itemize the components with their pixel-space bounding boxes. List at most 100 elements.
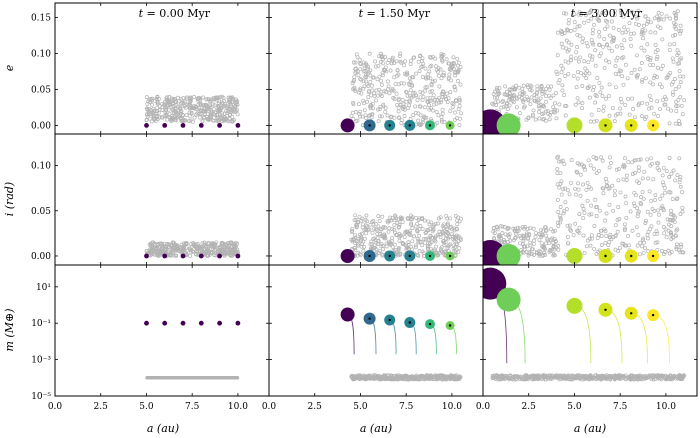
embryo-point	[496, 244, 521, 265]
planetesimal-point	[513, 235, 518, 240]
planetesimal-point	[582, 20, 587, 25]
planetesimal-point	[645, 101, 650, 106]
planetesimal-point	[454, 233, 459, 238]
planetesimal-point	[587, 377, 592, 381]
planetesimal-point	[440, 58, 445, 63]
x-tick-label: 0.0	[48, 402, 63, 412]
planetesimal-point	[533, 230, 538, 235]
planetesimal-point	[621, 14, 626, 19]
planetesimal-point	[597, 208, 602, 213]
planetesimal-point	[590, 31, 595, 36]
planetesimal-point	[618, 245, 622, 250]
planetesimal-point	[649, 156, 653, 161]
planetesimal-point	[653, 30, 658, 35]
planetesimal-point	[392, 230, 397, 235]
planetesimal-point	[422, 115, 427, 120]
x-tick-label: 2.5	[94, 402, 109, 412]
planetesimal-point	[444, 97, 449, 102]
planetesimal-point	[374, 98, 378, 103]
planetesimal-point	[635, 214, 640, 219]
planetesimal-point	[567, 192, 572, 197]
planetesimal-point	[386, 84, 391, 89]
planetesimal-point	[553, 101, 557, 106]
panel-r1-c2	[482, 133, 698, 266]
planetesimal-point	[351, 247, 356, 252]
planetesimal-point	[439, 119, 444, 124]
planetesimal-point	[445, 221, 450, 226]
planetesimal-point	[361, 86, 366, 91]
planetesimal-point	[377, 114, 382, 119]
planetesimal-point	[234, 102, 239, 107]
planetesimal-point	[411, 113, 416, 118]
planetesimal-point	[559, 374, 563, 379]
planetesimal-point	[452, 236, 457, 240]
planetesimal-point	[180, 112, 185, 117]
planetesimal-point	[430, 54, 435, 59]
planetesimal-point	[536, 100, 541, 105]
embryo-core	[428, 322, 432, 326]
x-tick-label: 0.0	[262, 402, 277, 412]
planetesimal-point	[613, 71, 618, 76]
planetesimal-point	[559, 179, 564, 184]
panel-r0-c2	[482, 2, 698, 135]
planetesimal-point	[587, 184, 592, 189]
planetesimal-point	[378, 60, 383, 65]
planetesimal-point	[441, 90, 446, 95]
planetesimal-point	[164, 114, 169, 118]
planetesimal-point	[171, 97, 176, 102]
planetesimal-point	[513, 377, 518, 382]
planetesimal-point	[429, 88, 434, 93]
planetesimal-point	[556, 224, 561, 228]
planetesimal-point	[673, 121, 678, 126]
planetesimal-point	[603, 218, 608, 223]
planetesimal-point	[441, 226, 446, 231]
planetesimal-point	[149, 108, 153, 113]
planetesimal-point	[418, 224, 423, 228]
x-axis-labels: a (au) a (au) a (au)	[147, 422, 606, 435]
planetesimal-point	[575, 228, 580, 233]
planetesimal-point	[191, 104, 196, 109]
planetesimal-point	[563, 59, 568, 64]
planetesimal-point	[183, 241, 188, 246]
planetesimal-point	[669, 237, 674, 241]
planetesimal-point	[544, 99, 549, 104]
planetesimal-point	[379, 82, 384, 87]
planetesimal-point	[372, 93, 377, 98]
planetesimal-point	[531, 226, 536, 231]
planetesimal-point	[568, 228, 573, 233]
panel-content	[483, 267, 686, 382]
planetesimal-point	[676, 97, 681, 102]
planetesimal-point	[611, 208, 616, 213]
planetesimal-point	[593, 63, 598, 68]
planetesimal-point	[540, 112, 545, 117]
planetesimal-point	[562, 93, 567, 98]
planetesimal-point	[613, 64, 618, 69]
planetesimal-point	[622, 243, 627, 248]
planetesimal-point	[564, 207, 569, 212]
panel-r2-c0: 0.0 2.5 5.0 7.5 10.0 10¹ 10⁻¹ 10⁻³ 10⁻⁵	[31, 264, 270, 412]
xlabel-col-2: a (au)	[574, 422, 606, 435]
planetesimal-point	[659, 373, 663, 378]
planetesimal-point	[511, 100, 516, 105]
planetesimal-point	[575, 373, 580, 378]
planetesimal-point	[444, 236, 449, 241]
planetesimal-point	[193, 245, 198, 250]
planetesimal-point	[679, 103, 684, 108]
planetesimal-point	[616, 249, 621, 254]
planetesimal-point	[423, 237, 428, 242]
planetesimal-point	[517, 375, 521, 379]
planetesimal-point	[607, 60, 612, 65]
planetesimal-point	[194, 249, 199, 254]
planetesimal-point	[640, 100, 645, 105]
planetesimal-point	[150, 102, 154, 107]
planetesimal-point	[664, 76, 669, 81]
planetesimal-point	[661, 206, 666, 211]
planetesimal-point	[520, 86, 525, 91]
planetesimal-point	[440, 89, 445, 94]
planetesimal-point	[454, 116, 459, 121]
planetesimal-point	[350, 110, 355, 115]
planetesimal-point	[231, 247, 235, 252]
planetesimal-point	[156, 253, 161, 258]
embryo-core	[651, 254, 655, 258]
planetesimal-point	[203, 376, 208, 380]
